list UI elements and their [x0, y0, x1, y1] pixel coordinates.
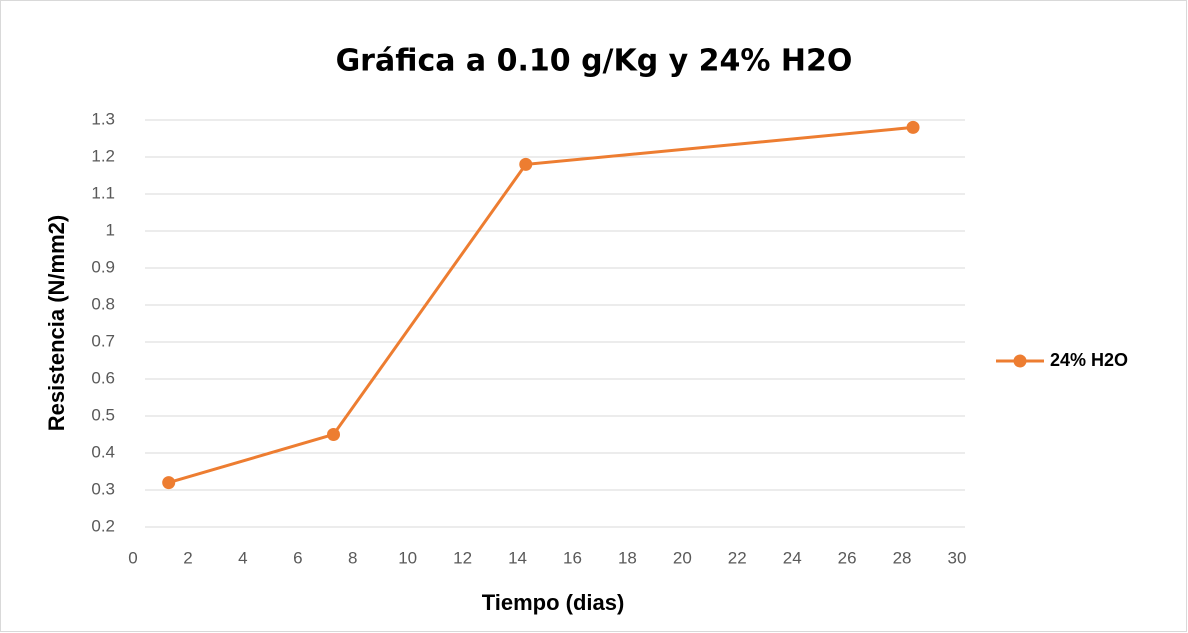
y-tick-label: 1.3 — [91, 109, 115, 128]
data-point — [162, 476, 176, 490]
chart-title: Gráfica a 0.10 g/Kg y 24% H2O — [336, 44, 853, 79]
y-tick-label: 0.8 — [91, 294, 115, 313]
y-tick-label: 0.7 — [91, 331, 115, 350]
x-tick-label: 4 — [238, 548, 247, 567]
data-line — [168, 125, 914, 485]
y-axis-label: Resistencia (N/mm2) — [44, 215, 69, 431]
x-tick-label: 8 — [348, 548, 357, 567]
x-tick-label: 18 — [618, 548, 637, 567]
y-tick-label: 1.1 — [91, 183, 115, 202]
x-tick-label: 20 — [673, 548, 692, 567]
x-tick-label: 0 — [128, 548, 137, 567]
y-tick-label: 0.5 — [91, 405, 115, 424]
x-tick-label: 6 — [293, 548, 302, 567]
y-tick-label: 0.4 — [91, 442, 115, 461]
y-tick-label: 0.3 — [91, 479, 115, 498]
y-tick-label: 1.2 — [91, 146, 115, 165]
x-tick-label: 2 — [183, 548, 192, 567]
x-tick-label: 16 — [563, 548, 582, 567]
legend-marker — [1013, 354, 1027, 368]
x-tick-label: 26 — [838, 548, 857, 567]
x-tick-label: 30 — [948, 548, 967, 567]
legend-label: 24% H2O — [1050, 350, 1128, 370]
y-tick-label: 0.2 — [91, 516, 115, 535]
data-point — [519, 157, 533, 171]
x-tick-label: 14 — [508, 548, 527, 567]
x-tick-label: 12 — [453, 548, 472, 567]
data-point — [327, 428, 341, 441]
x-tick-label: 22 — [728, 548, 747, 567]
y-tick-label: 0.9 — [91, 257, 115, 276]
x-tick-label: 28 — [893, 548, 912, 567]
y-tick-label: 1 — [106, 220, 115, 239]
x-tick-label: 24 — [783, 548, 802, 567]
y-tick-label: 0.6 — [91, 368, 115, 387]
data-point — [906, 120, 920, 134]
x-tick-label: 10 — [398, 548, 417, 567]
x-axis-label: Tiempo (dias) — [482, 590, 625, 615]
